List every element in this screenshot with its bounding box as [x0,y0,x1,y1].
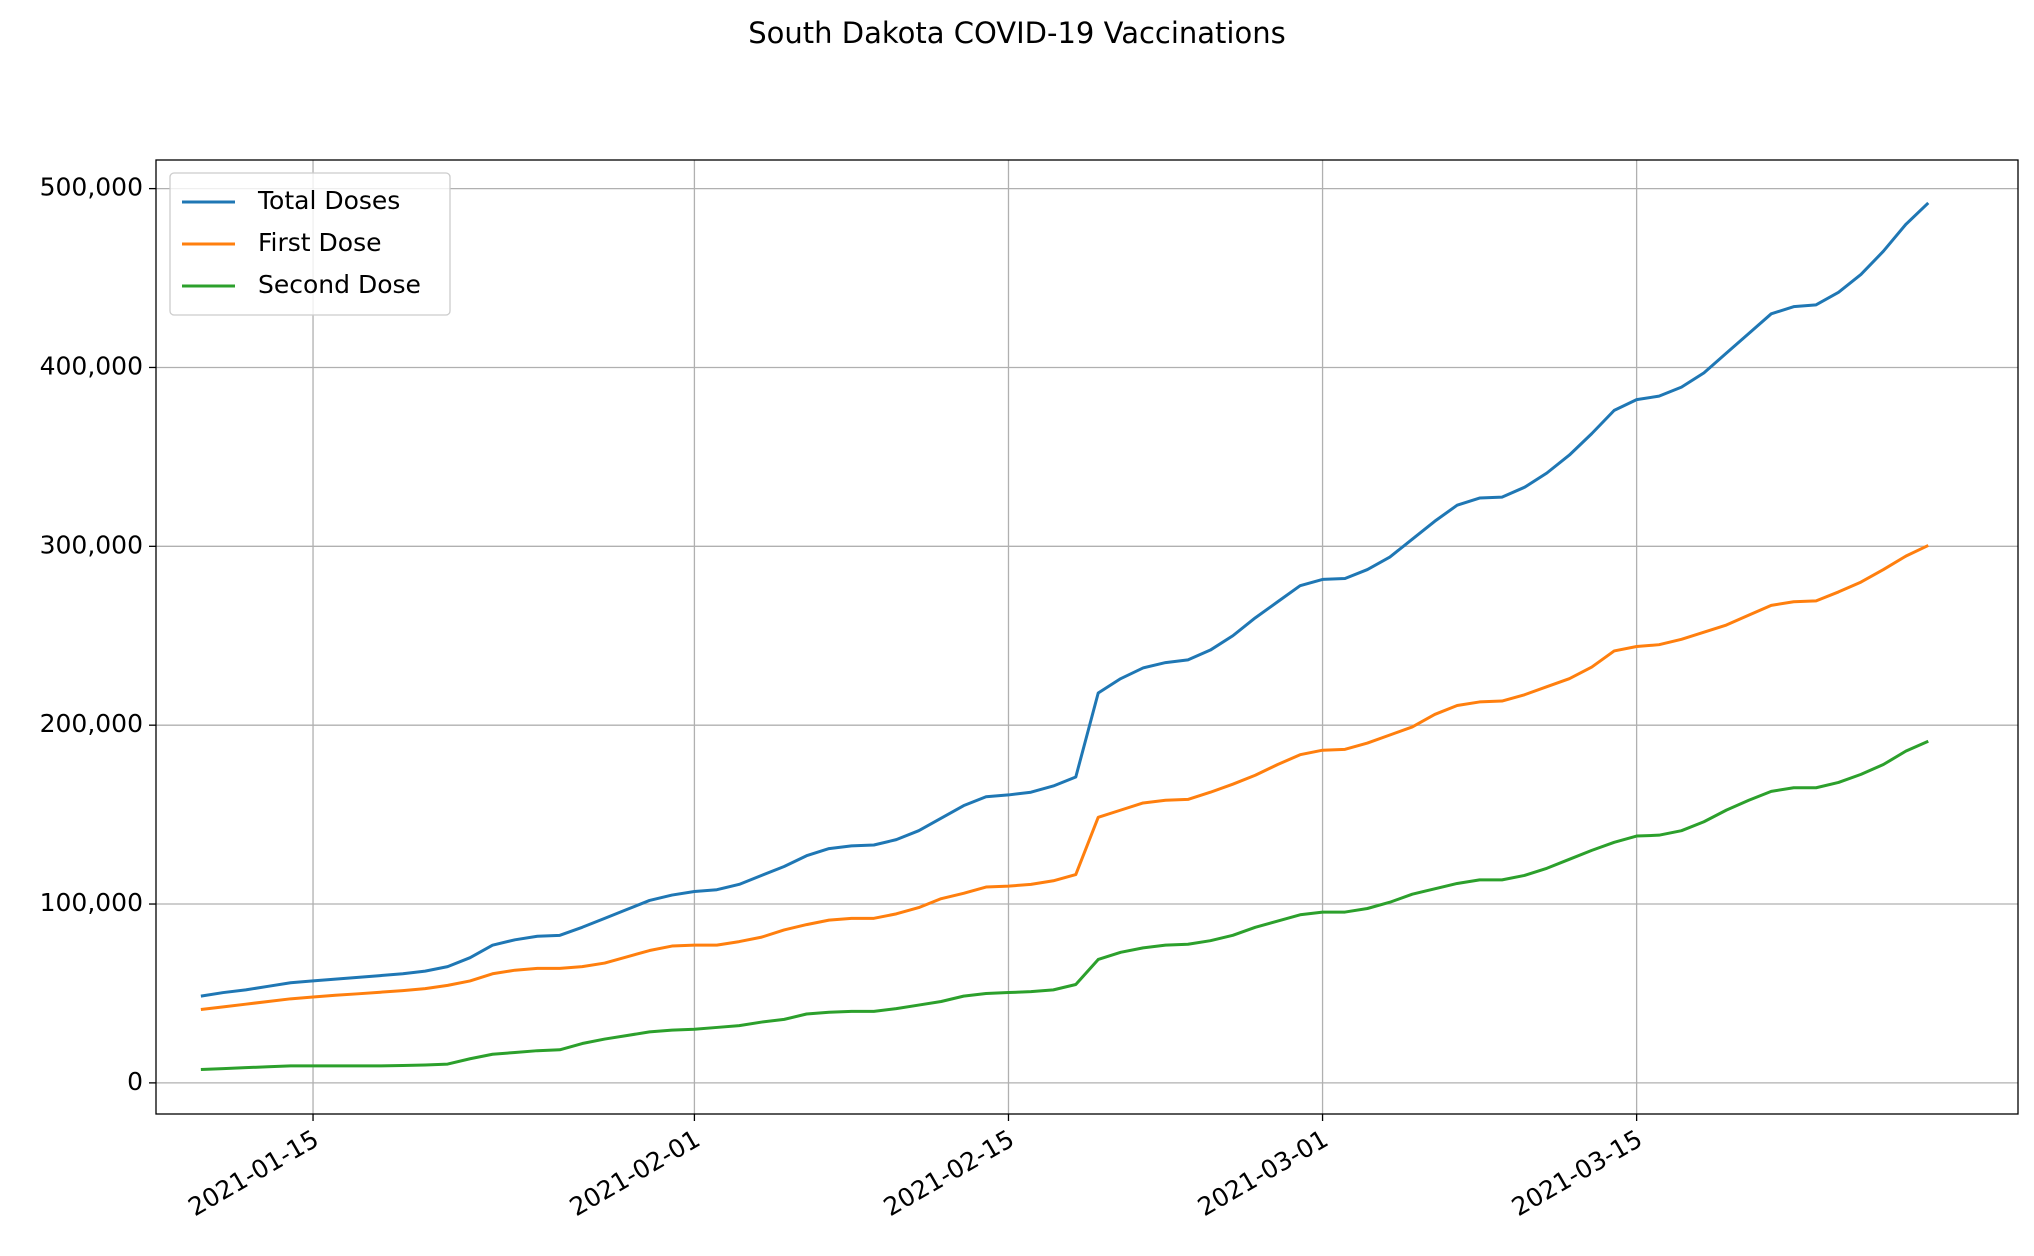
legend-label: Second Dose [258,270,421,299]
legend-label: Total Doses [257,186,400,215]
plot-frame [155,159,2019,1115]
y-tick-label: 400,000 [40,351,143,380]
y-tick-label: 100,000 [40,888,143,917]
y-tick-label: 300,000 [40,530,143,559]
y-tick-label: 200,000 [40,709,143,738]
y-tick-label: 500,000 [40,173,143,202]
legend-label: First Dose [258,228,382,257]
y-tick-label: 0 [127,1067,143,1096]
chart-title: South Dakota COVID-19 Vaccinations [748,16,1285,50]
series-line [200,201,1930,998]
series-line [200,544,1929,1012]
series-line [200,739,1929,1071]
legend: Total Doses First Dose Second Dose [169,172,451,316]
legend-box [169,172,451,316]
